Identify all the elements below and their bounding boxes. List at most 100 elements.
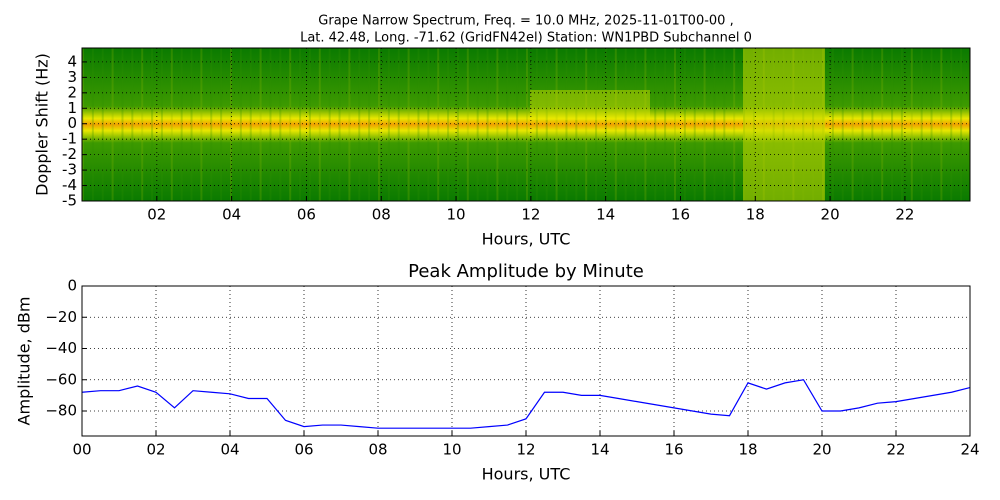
y-tick-label: −20 — [45, 308, 77, 326]
spectrogram-streak — [210, 48, 213, 201]
spectrogram-streak — [585, 48, 588, 201]
x-tick-label: 14 — [596, 206, 615, 224]
spectrogram-streak — [338, 48, 341, 201]
spectrogram-streak — [930, 48, 933, 201]
spectrogram-streak — [407, 48, 410, 201]
spectrogram-streak — [486, 48, 489, 201]
spectrogram-streak — [368, 48, 371, 201]
x-tick-label: 16 — [671, 206, 690, 224]
spectrogram-streak — [674, 48, 676, 201]
spectrogram-streak — [881, 48, 884, 201]
spectrogram-streak — [851, 48, 854, 201]
y-tick-label: 1 — [67, 99, 77, 117]
x-tick-label: 24 — [960, 441, 979, 459]
spectrogram-streak — [259, 48, 262, 201]
spectrogram-streak — [427, 48, 430, 201]
spectrogram-streak — [378, 48, 380, 201]
spectrogram-streak — [526, 48, 528, 201]
x-tick-label: 10 — [447, 206, 466, 224]
spectrogram-streak — [565, 48, 568, 201]
y-tick-label: -1 — [62, 130, 77, 148]
x-tick-label: 12 — [521, 206, 540, 224]
spectrogram-streak — [279, 48, 282, 201]
spectrogram-streak — [91, 48, 94, 201]
spectrogram-streak — [358, 48, 361, 201]
spectrogram-streak — [220, 48, 223, 201]
spectrogram-streak — [506, 48, 509, 201]
y-tick-label: -2 — [62, 145, 77, 163]
spectrogram-streak — [555, 48, 558, 201]
spectrogram-streak — [723, 48, 726, 201]
y-tick-label: −80 — [45, 402, 77, 420]
x-tick-label: 06 — [294, 441, 313, 459]
y-tick-label: 2 — [67, 83, 77, 101]
spectrogram-streak — [82, 48, 84, 201]
spectrogram-streak — [960, 48, 963, 201]
spectrogram-streak — [535, 48, 538, 201]
spectrogram-streak — [437, 48, 440, 201]
spectrogram-streak — [861, 48, 864, 201]
x-tick-label: 04 — [220, 441, 239, 459]
x-tick-label: 02 — [147, 206, 166, 224]
spectrogram-streak — [654, 48, 657, 201]
spectrogram-streak — [200, 48, 203, 201]
spectrogram-streak — [595, 48, 598, 201]
x-tick-label: 22 — [895, 206, 914, 224]
chart-title: Peak Amplitude by Minute — [408, 261, 644, 282]
spectrogram-streak — [614, 48, 617, 201]
y-axis-label: Doppler Shift (Hz) — [33, 53, 52, 196]
spectrogram-streak — [476, 48, 479, 201]
spectrogram-streak — [289, 48, 292, 201]
y-tick-label: 4 — [67, 52, 77, 70]
spectrogram-streak — [644, 48, 647, 201]
spectrogram-streak — [683, 48, 686, 201]
spectrogram-streak — [348, 48, 351, 201]
spectrogram-streak — [871, 48, 874, 201]
spectrogram-streak — [545, 48, 548, 201]
spectrogram-streak — [713, 48, 716, 201]
spectrogram-streak — [239, 48, 242, 201]
x-tick-label: 10 — [442, 441, 461, 459]
spectrogram-streak — [664, 48, 667, 201]
spectrogram-streak — [230, 48, 232, 201]
x-tick-label: 08 — [368, 441, 387, 459]
x-tick-label: 22 — [886, 441, 905, 459]
x-axis-label: Hours, UTC — [482, 230, 571, 249]
spectrogram-streak — [269, 48, 272, 201]
spectrogram-streak — [101, 48, 104, 201]
spectrogram-streak — [841, 48, 844, 201]
spectrogram-streak — [160, 48, 163, 201]
x-tick-label: 12 — [516, 441, 535, 459]
x-tick-label: 08 — [372, 206, 391, 224]
spectrogram-bright-region — [530, 90, 650, 120]
spectrogram-streak — [318, 48, 321, 201]
spectrogram-streak — [910, 48, 913, 201]
spectrogram-streak — [249, 48, 252, 201]
chart-title: Grape Narrow Spectrum, Freq. = 10.0 MHz,… — [318, 14, 733, 29]
spectrogram-streak — [121, 48, 124, 201]
spectrogram-streak — [900, 48, 903, 201]
spectrogram-streak — [328, 48, 331, 201]
x-tick-label: 20 — [821, 206, 840, 224]
spectrogram-streak — [496, 48, 499, 201]
spectrogram-streak — [131, 48, 134, 201]
spectrogram-streak — [466, 48, 469, 201]
y-tick-label: 0 — [67, 114, 77, 132]
plot-frame — [81, 47, 971, 202]
spectrogram-streak — [308, 48, 311, 201]
y-tick-label: −60 — [45, 370, 77, 388]
x-tick-label: 00 — [72, 441, 91, 459]
spectrogram-streak — [397, 48, 400, 201]
spectrogram-streak — [456, 48, 459, 201]
x-tick-label: 18 — [746, 206, 765, 224]
spectrogram-streak — [575, 48, 578, 201]
x-tick-label: 14 — [590, 441, 609, 459]
spectrogram-streak — [920, 48, 923, 201]
spectrogram-streak — [891, 48, 894, 201]
spectrogram-streak — [703, 48, 706, 201]
spectrogram-bright-region — [743, 48, 825, 201]
x-tick-label: 20 — [812, 441, 831, 459]
y-tick-label: −40 — [45, 339, 77, 357]
spectrogram-streak — [299, 48, 302, 201]
